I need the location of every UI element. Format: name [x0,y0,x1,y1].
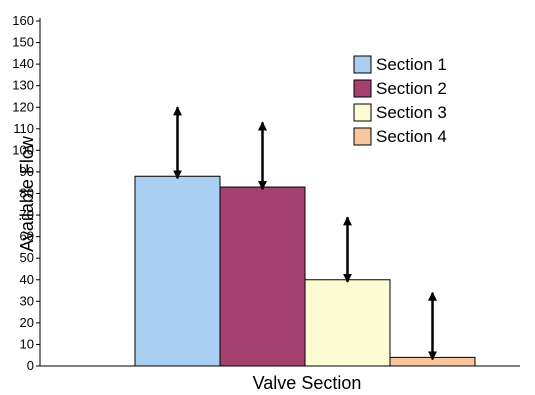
y-axis-ticks: 0 10 20 30 40 50 60 70 80 90 100 110 120 130 140 150 160 [12,13,40,373]
legend-label-1: Section 1 [376,55,447,74]
axes [39,18,520,367]
y-tick-label: 140 [12,56,34,71]
legend-label-2: Section 2 [376,79,447,98]
legend-label-3: Section 3 [376,103,447,122]
y-axis-title: Available Flow [17,135,37,252]
legend-label-4: Section 4 [376,127,447,146]
y-tick-label: 10 [20,336,34,351]
y-tick-label: 110 [13,121,34,136]
bar-section-3 [304,279,391,367]
y-tick-label: 100 [12,142,34,157]
y-tick-label: 150 [12,35,34,50]
y-tick-label: 50 [20,250,34,265]
legend-swatch-4 [353,127,372,146]
y-tick-label: 0 [27,358,34,373]
y-tick-label: 60 [20,229,34,244]
y-tick-label: 30 [20,293,34,308]
legend-swatch-1 [353,55,372,74]
y-tick-label: 120 [12,99,34,114]
y-tick-label: 90 [20,164,34,179]
bars [134,175,476,367]
y-tick-label: 70 [20,207,34,222]
legend-swatch-3 [353,103,372,122]
bar-section-2 [219,186,306,367]
legend: Section 1 Section 2 Section 3 Section 4 [353,55,447,146]
y-tick-label: 80 [20,186,34,201]
y-tick-label: 20 [20,315,34,330]
y-tick-label: 160 [12,13,34,28]
x-axis-title: Valve Section [253,373,362,393]
legend-swatch-2 [353,79,372,98]
bar-section-1 [134,175,221,367]
range-arrows [173,106,437,361]
y-tick-label: 40 [20,272,34,287]
y-tick-label: 130 [12,78,34,93]
